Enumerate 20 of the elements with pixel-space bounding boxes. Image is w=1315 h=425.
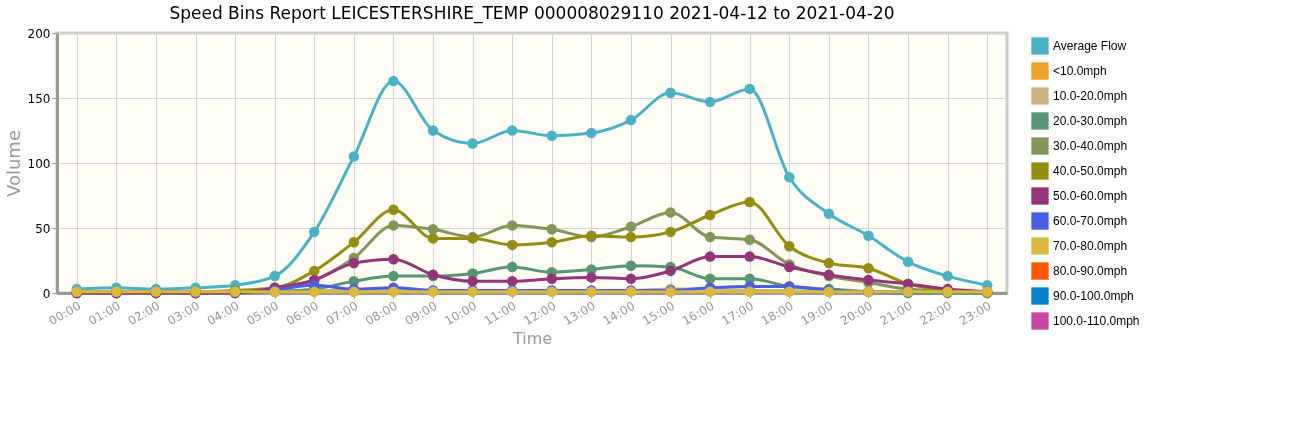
legend-label: 100.0-110.0mph xyxy=(1053,314,1140,328)
y-tick-label: 50 xyxy=(35,221,51,236)
legend-label: <10.0mph xyxy=(1053,64,1107,78)
legend-label: 80.0-90.0mph xyxy=(1053,264,1128,278)
x-axis-title: Time xyxy=(511,329,553,349)
legend-label: 40.0-50.0mph xyxy=(1053,164,1128,178)
legend-label: 60.0-70.0mph xyxy=(1053,214,1128,228)
chart-title: Speed Bins Report LEICESTERSHIRE_TEMP 000008029110 2021-04-12 to 2021-04-20 xyxy=(169,3,895,24)
legend-label: 90.0-100.0mph xyxy=(1053,289,1134,303)
y-tick-label: 200 xyxy=(27,26,51,41)
legend-label: 10.0-20.0mph xyxy=(1053,89,1128,103)
legend-label: 50.0-60.0mph xyxy=(1053,189,1128,203)
legend-label: 20.0-30.0mph xyxy=(1053,114,1128,128)
y-axis-title: Volume xyxy=(2,130,24,197)
legend-label: Average Flow xyxy=(1053,39,1127,53)
y-tick-label: 150 xyxy=(27,91,51,106)
legend-label: 70.0-80.0mph xyxy=(1053,239,1128,253)
y-tick-label: 0 xyxy=(42,286,51,301)
y-tick-label: 100 xyxy=(27,156,51,171)
legend-label: 30.0-40.0mph xyxy=(1053,139,1128,153)
